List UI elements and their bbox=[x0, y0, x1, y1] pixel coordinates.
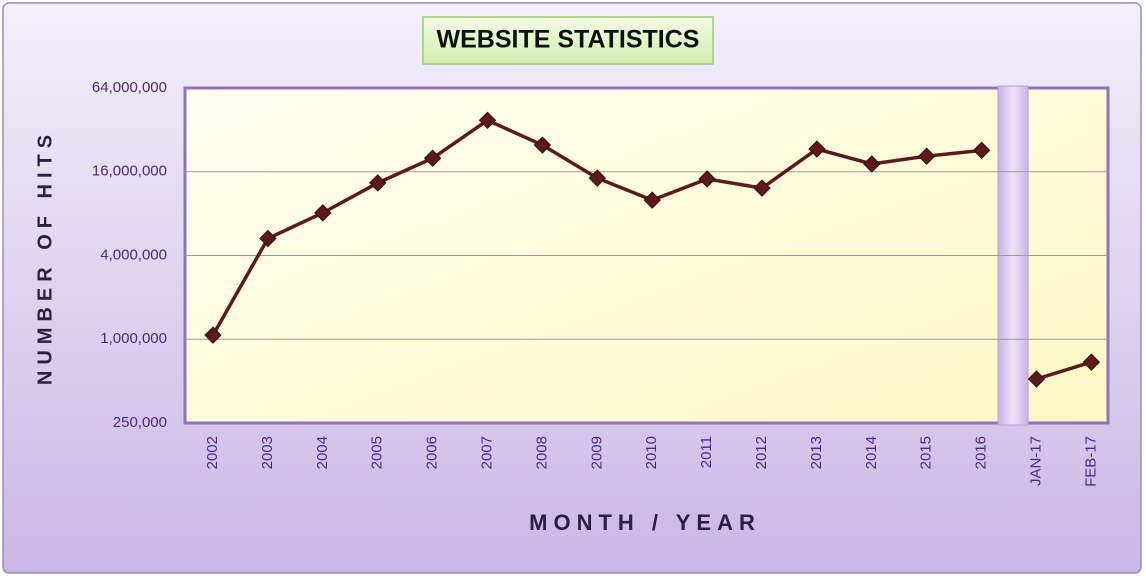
x-tick-label: 2010 bbox=[643, 436, 660, 469]
data-point bbox=[259, 229, 277, 248]
x-tick-label: 2002 bbox=[204, 436, 221, 469]
x-tick-label: 2015 bbox=[918, 436, 935, 469]
data-point bbox=[588, 169, 607, 187]
y-axis-label: NUMBER OF HITS bbox=[34, 129, 56, 385]
series-line bbox=[1035, 360, 1092, 381]
y-tick-label: 4,000,000 bbox=[100, 246, 167, 263]
x-tick-label: 2003 bbox=[259, 436, 276, 469]
x-tick-label: 2009 bbox=[588, 436, 605, 469]
x-tick-label: FEB-17 bbox=[1082, 436, 1099, 487]
y-tick-label: 250,000 bbox=[113, 414, 167, 431]
data-point bbox=[1027, 370, 1046, 388]
title-box bbox=[422, 16, 714, 65]
y-tick-label: 16,000,000 bbox=[92, 163, 167, 180]
data-point bbox=[423, 149, 442, 167]
data-point bbox=[478, 111, 497, 130]
data-point bbox=[698, 170, 716, 188]
x-tick-label: 2016 bbox=[973, 436, 990, 469]
data-point bbox=[643, 191, 661, 209]
x-tick-label: 2004 bbox=[314, 436, 331, 469]
x-tick-label: 2008 bbox=[533, 436, 550, 469]
data-point bbox=[753, 179, 771, 197]
data-point bbox=[808, 140, 826, 158]
x-tick-label: 2011 bbox=[698, 436, 715, 468]
data-point bbox=[917, 147, 936, 165]
data-point bbox=[972, 141, 991, 160]
chart-title: WEBSITE STATISTICS bbox=[437, 26, 700, 54]
x-tick-label: JAN-17 bbox=[1027, 436, 1044, 486]
x-tick-label: 2014 bbox=[863, 436, 880, 469]
x-tick-label: 2005 bbox=[369, 436, 386, 469]
x-tick-label: 2013 bbox=[808, 436, 825, 469]
data-point bbox=[204, 326, 222, 344]
data-point bbox=[314, 204, 332, 222]
x-tick-label: 2012 bbox=[753, 436, 770, 469]
x-tick-label: 2006 bbox=[424, 436, 441, 469]
data-point bbox=[533, 136, 552, 154]
data-point bbox=[863, 155, 881, 173]
data-point bbox=[1082, 353, 1101, 371]
x-tick-label: 2007 bbox=[478, 436, 495, 469]
x-axis-label: MONTH / YEAR bbox=[529, 510, 761, 535]
data-point bbox=[368, 174, 387, 192]
y-tick-label: 64,000,000 bbox=[92, 79, 167, 96]
y-tick-label: 1,000,000 bbox=[100, 330, 167, 347]
